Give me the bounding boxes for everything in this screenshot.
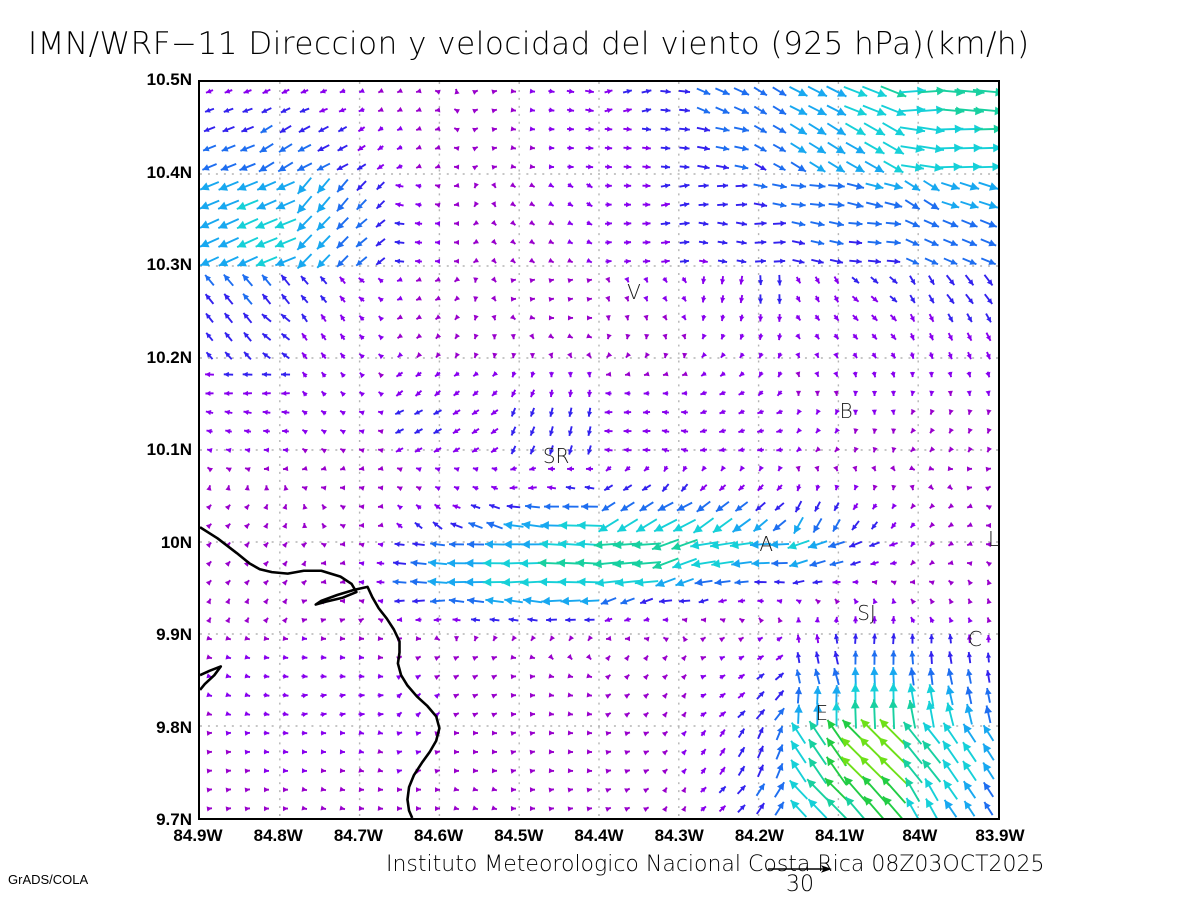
reference-vector-arrow (768, 865, 832, 873)
x-tick-label: 84.6W (414, 826, 464, 845)
x-tick-label: 84.8W (253, 826, 303, 845)
x-tick-label: 84.5W (494, 826, 544, 845)
x-tick-label: 84.2W (734, 826, 784, 845)
coastline (200, 526, 441, 818)
y-tick-label: 9.9N (156, 625, 192, 644)
x-tick-label: 84.4W (574, 826, 624, 845)
y-tick-label: 10.4N (146, 162, 192, 182)
y-tick-label: 10.2N (146, 347, 192, 367)
y-tick-label: 10N (160, 532, 192, 552)
x-tick-label: 83.9W (975, 826, 1025, 845)
reference-vector-label: 30 (786, 872, 814, 897)
x-tick-label: 84.3W (654, 826, 704, 845)
y-tick-label: 9.8N (156, 717, 192, 737)
y-tick-label: 10.1N (146, 440, 192, 459)
plot-area (198, 80, 1000, 820)
wind-arrows (200, 85, 998, 818)
y-tick-label: 10.5N (146, 70, 192, 89)
reference-vector (766, 858, 836, 898)
x-tick-label: 84.7W (333, 826, 383, 845)
x-tick-label: 84.1W (815, 826, 865, 845)
software-credit: GrADS/COLA (8, 872, 89, 887)
y-tick-label: 9.7N (156, 810, 192, 829)
x-tick-label: 84.9W (173, 826, 223, 845)
page-title: IMN/WRF−11 Direccion y velocidad del vie… (28, 26, 1030, 62)
y-tick-label: 10.3N (146, 255, 192, 274)
footer-caption: Instituto Meteorologico Nacional Costa R… (386, 852, 1045, 877)
wind-vector-field (200, 82, 998, 818)
x-tick-label: 84W (902, 826, 938, 845)
